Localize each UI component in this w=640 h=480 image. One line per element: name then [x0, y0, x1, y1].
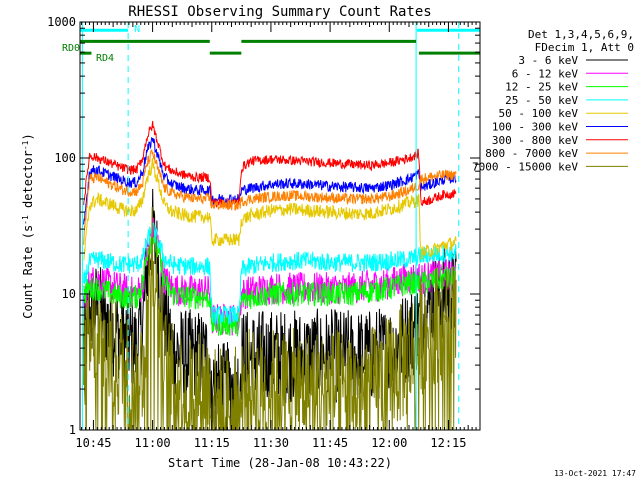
legend: Det 1,3,4,5,6,9,FDecim 1, Att 03 - 6 keV…: [472, 28, 634, 173]
y-tick-label-1: 1: [69, 423, 76, 437]
legend-label-12-25-kev: 12 - 25 keV: [505, 81, 578, 94]
series-line-800-7000-kev: [83, 149, 457, 245]
annotation-rd0: RD0: [62, 43, 80, 54]
legend-label-3-6-kev: 3 - 6 keV: [518, 54, 578, 67]
x-tick-label-2: 11:00: [135, 436, 171, 450]
x-tick-label-4: 11:30: [253, 436, 289, 450]
legend-label-300-800-kev: 300 - 800 keV: [492, 134, 578, 147]
legend-label-50-100-kev: 50 - 100 keV: [499, 107, 579, 120]
footer-timestamp: 13-Oct-2021 17:47: [554, 469, 636, 478]
y-tick-label-3: 100: [54, 151, 76, 165]
series-line-50-100-kev: [83, 157, 457, 261]
x-tick-label-6: 12:00: [371, 436, 407, 450]
x-tick-label-7: 12:15: [430, 436, 466, 450]
x-tick-label-3: 11:15: [194, 436, 230, 450]
series-line-7000-15000-kev: [83, 206, 457, 432]
legend-label-800-7000-kev: 800 - 7000 keV: [485, 147, 578, 160]
legend-label-100-300-kev: 100 - 300 keV: [492, 121, 578, 134]
x-tick-label-1: 10:45: [75, 436, 111, 450]
axis-layer: 1 10 100 1000 10:45 11:00 11:15 11:30 11:45 12:00…: [47, 15, 480, 450]
legend-label-25-50-kev: 25 - 50 keV: [505, 94, 578, 107]
series-line-100-300-kev: [83, 136, 457, 225]
x-axis-label: Start Time (28-Jan-08 10:43:22): [168, 456, 392, 470]
y-axis-label: Count Rate (s-1 detector-1): [21, 133, 35, 318]
y-tick-label-2: 10: [62, 287, 76, 301]
overlay-layer: N RD0 RD4: [62, 22, 480, 430]
annotation-n: N: [134, 24, 140, 35]
plot-frame: [79, 21, 481, 431]
series-line-300-800-kev: [83, 120, 457, 208]
chart-title: RHESSI Observing Summary Count Rates: [128, 4, 431, 20]
series-line-25-50-kev: [83, 222, 457, 325]
legend-header-1: Det 1,3,4,5,6,9,: [528, 28, 634, 41]
legend-label-7000-15000-kev: 7000 - 15000 keV: [472, 160, 578, 173]
x-tick-label-5: 11:45: [312, 436, 348, 450]
y-tick-label-4: 1000: [47, 15, 76, 29]
series-line-12-25-kev: [83, 230, 457, 337]
annotation-rd4: RD4: [96, 53, 114, 64]
legend-header-2: FDecim 1, Att 0: [535, 41, 634, 54]
series-layer: [83, 120, 457, 432]
legend-label-6-12-kev: 6 - 12 keV: [512, 67, 579, 80]
